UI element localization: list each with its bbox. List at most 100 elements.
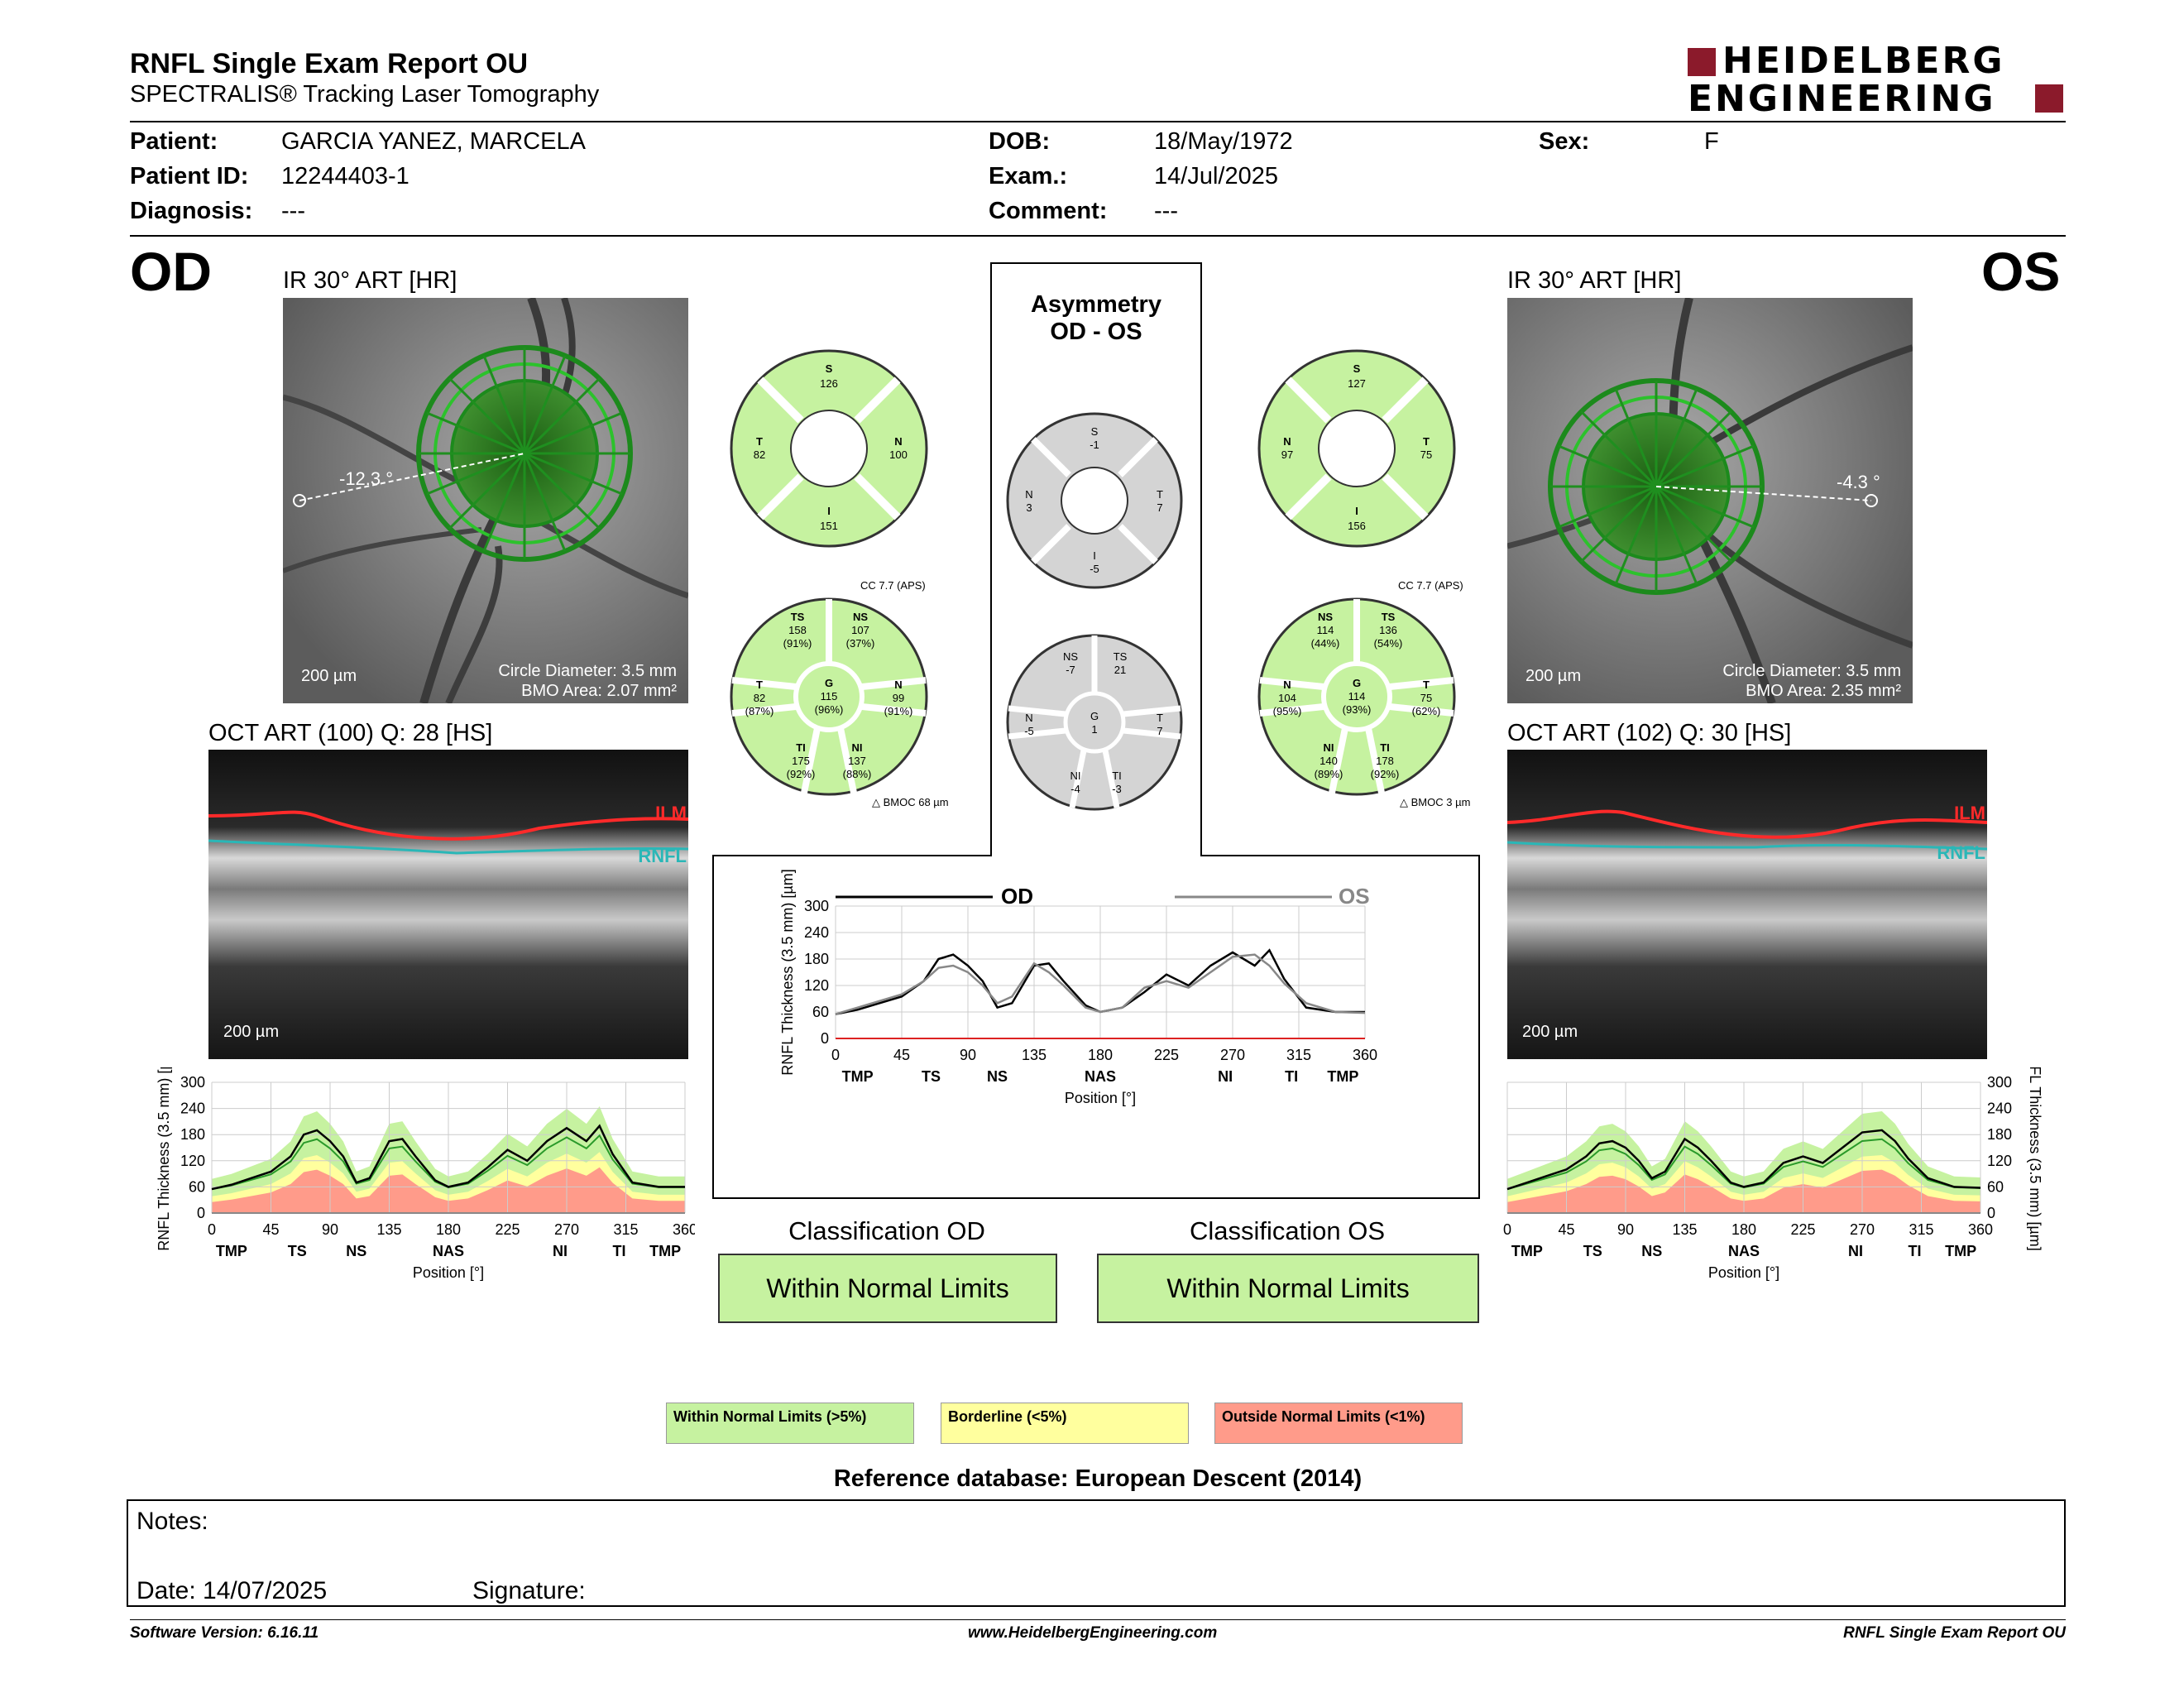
x-tick-label: 315 <box>1909 1221 1933 1238</box>
classification-os-result: Within Normal Limits <box>1097 1254 1479 1323</box>
od-quad-n-label: N <box>894 435 902 448</box>
od-ti-pct: (92%) <box>787 768 816 780</box>
x-tick-label: 225 <box>1790 1221 1815 1238</box>
os-circle-diameter: Circle Diameter: 3.5 mm <box>1722 662 1901 680</box>
od-t-value: 82 <box>754 692 765 704</box>
x-tick-label: 315 <box>1286 1047 1311 1063</box>
x-tick-label: 90 <box>1617 1221 1634 1238</box>
x-tick-label: 135 <box>1672 1221 1697 1238</box>
asym-n: -5 <box>1024 725 1034 737</box>
patient-id-label: Patient ID: <box>130 163 249 189</box>
sector-label: T <box>756 679 763 691</box>
x-tick-label: 45 <box>893 1047 910 1063</box>
sector-label: N <box>1025 712 1032 724</box>
legend-od-label: OD <box>1001 884 1033 909</box>
sector-axis-label: TMP <box>649 1243 681 1259</box>
od-g-value: 115 <box>821 690 838 703</box>
y-axis-title: RNFL Thickness (3.5 mm) [µm] <box>156 1067 172 1251</box>
asym-quad-s: -1 <box>1090 439 1099 451</box>
x-tick-label: 225 <box>1154 1047 1179 1063</box>
x-tick-label: 180 <box>436 1221 461 1238</box>
sector-label: N <box>894 679 902 691</box>
x-tick-label: 0 <box>1503 1221 1511 1238</box>
asym-sector-disc: NS -7 TS 21 N -5 G 1 T 7 NI -4 TI -3 <box>1006 634 1183 811</box>
x-tick-label: 0 <box>831 1047 840 1063</box>
od-quadrant-disc: S 126 T 82 N 100 I 151 <box>730 349 928 548</box>
x-tick-label: 45 <box>262 1221 279 1238</box>
legend-outside-normal: Outside Normal Limits (<1%) <box>1214 1403 1463 1444</box>
os-fundus-image: -4.3 ° 200 µm Circle Diameter: 3.5 mm BM… <box>1507 298 1913 703</box>
os-thickness-svg: 0 60 120 180 240 300 0 45 90 135 180 225 270 315 360 TM… <box>1503 1044 2043 1281</box>
os-t-pct: (62%) <box>1412 705 1441 717</box>
os-thickness-chart: 0 60 120 180 240 300 0 45 90 135 180 225 270 315 360 TM… <box>1499 1044 2070 1332</box>
y-axis-title: RNFL Thickness (3.5 mm) [µm] <box>779 869 796 1075</box>
sector-axis-label: TI <box>1909 1243 1922 1259</box>
os-quad-t: 75 <box>1420 448 1432 461</box>
sector-label: T <box>1157 488 1163 501</box>
od-bmoc: △ BMOC 68 µm <box>872 796 949 809</box>
x-tick-label: 360 <box>1353 1047 1377 1063</box>
x-tick-label: 90 <box>960 1047 976 1063</box>
y-tick-label: 60 <box>189 1178 205 1195</box>
od-ir-title: IR 30° ART [HR] <box>283 267 457 294</box>
sector-axis-label: TI <box>613 1243 626 1259</box>
os-eye-label: OS <box>1981 241 2061 302</box>
notes-box: Notes: Date: 14/07/2025 Signature: <box>127 1499 2066 1607</box>
sector-axis-label: NI <box>1218 1068 1233 1085</box>
od-scan-spokes <box>419 348 630 559</box>
os-ti-pct: (92%) <box>1371 768 1400 780</box>
os-ns-pct: (44%) <box>1311 637 1340 650</box>
y-tick-label: 0 <box>1987 1205 1995 1221</box>
sector-axis-label: NAS <box>1085 1068 1116 1085</box>
sector-axis-label: TS <box>922 1068 941 1085</box>
exam-date: 14/Jul/2025 <box>1154 163 1278 189</box>
x-tick-label: 180 <box>1731 1221 1756 1238</box>
sector-axis-label: NS <box>1641 1243 1662 1259</box>
od-n-pct: (91%) <box>884 705 913 717</box>
sex-label: Sex: <box>1539 128 1590 155</box>
od-ns-pct: (37%) <box>846 637 875 650</box>
sector-label: TI <box>1380 741 1390 754</box>
os-angle: -4.3 ° <box>1837 472 1880 492</box>
sector-label: T <box>1157 712 1163 724</box>
x-tick-label: 135 <box>1022 1047 1046 1063</box>
y-tick-label: 180 <box>804 951 829 967</box>
series-line-os <box>1506 1129 1981 1191</box>
sector-label: TS <box>791 611 805 623</box>
y-tick-label: 120 <box>804 977 829 994</box>
od-eye-label: OD <box>130 241 212 302</box>
sector-label: NI <box>852 741 863 754</box>
od-quad-i-label: I <box>827 505 831 517</box>
asym-quad-n: 3 <box>1026 501 1032 514</box>
y-tick-label: 180 <box>1987 1126 2012 1143</box>
od-circle-diameter: Circle Diameter: 3.5 mm <box>498 662 677 680</box>
asym-quadrant-disc: S -1 N 3 T 7 I -5 <box>1006 412 1183 589</box>
od-oct-scale: 200 µm <box>223 1023 280 1041</box>
od-ns-value: 107 <box>851 624 869 636</box>
os-ts-pct: (54%) <box>1374 637 1403 650</box>
reference-database: Reference database: European Descent (20… <box>833 1465 1363 1492</box>
sector-label: T <box>1423 435 1430 448</box>
signature-label: Signature: <box>472 1577 586 1604</box>
od-oct-title: OCT ART (100) Q: 28 [HS] <box>208 720 493 746</box>
os-oct-image: ILM RNFL 200 µm <box>1507 750 1987 1059</box>
os-t-value: 75 <box>1420 692 1432 704</box>
sector-label: N <box>1025 488 1032 501</box>
sector-axis-label: NS <box>346 1243 366 1259</box>
x-tick-label: 225 <box>495 1221 520 1238</box>
diagnosis: --- <box>281 198 305 224</box>
x-tick-label: 90 <box>322 1221 338 1238</box>
asym-ni: -4 <box>1070 783 1080 795</box>
sector-axis-label: TMP <box>842 1068 874 1085</box>
od-quad-s-label: S <box>826 362 833 375</box>
sector-label: NI <box>1324 741 1334 754</box>
sector-axis-label: NAS <box>433 1243 464 1259</box>
os-g-pct: (93%) <box>1343 703 1372 716</box>
asym-quad-i: -5 <box>1090 563 1099 575</box>
os-bmoc-text: BMOC 3 µm <box>1410 796 1471 808</box>
od-sector-disc: TS 158 (91%) NS 107 (37%) T 82 (87%) G 1… <box>730 597 928 796</box>
series-line-os <box>835 953 1366 1015</box>
os-quad-i: 156 <box>1348 520 1366 532</box>
y-tick-label: 300 <box>1987 1074 2012 1091</box>
sector-label: G <box>1090 710 1099 722</box>
